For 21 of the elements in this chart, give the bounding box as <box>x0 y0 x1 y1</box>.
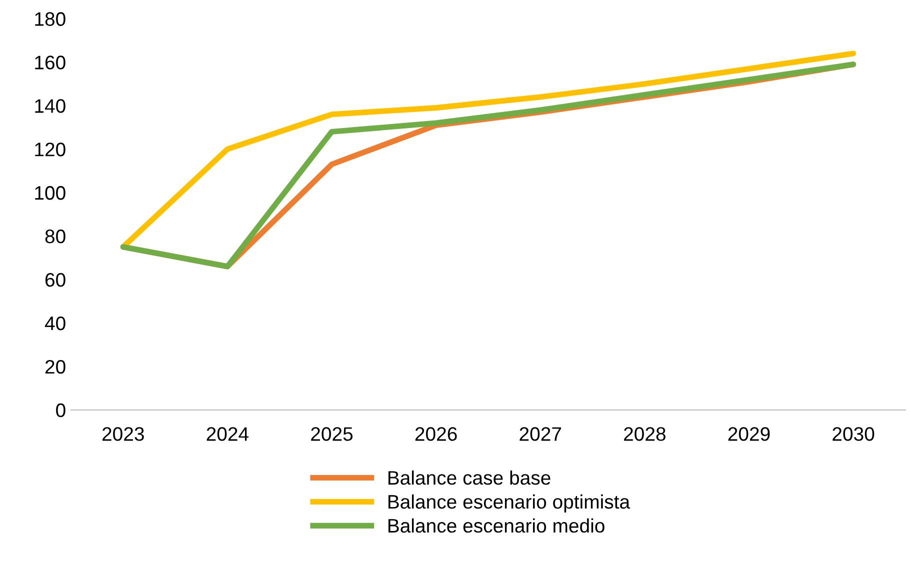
y-tick-label: 160 <box>35 56 66 70</box>
y-tick-label: 180 <box>35 12 66 26</box>
x-tick-label: 2023 <box>102 427 144 441</box>
y-tick-label: 40 <box>44 316 66 330</box>
legend-label: Balance escenario optimista <box>388 494 630 513</box>
x-tick-label: 2029 <box>728 427 770 441</box>
legend-label: Balance case base <box>388 470 550 485</box>
y-tick-label: 60 <box>45 273 66 287</box>
x-tick-label: 2027 <box>520 427 562 441</box>
x-tick-label: 2024 <box>206 427 249 441</box>
x-tick-label: 2028 <box>624 427 666 441</box>
x-tick-label: 2025 <box>311 427 353 441</box>
x-tick-label: 2026 <box>415 427 457 441</box>
y-tick-label: 80 <box>45 230 66 244</box>
y-tick-label: 120 <box>35 142 66 156</box>
x-tick-label: 2030 <box>832 427 874 441</box>
y-tick-label: 0 <box>56 403 66 418</box>
y-tick-label: 20 <box>45 360 66 374</box>
y-tick-label: 100 <box>35 186 66 200</box>
y-tick-label: 140 <box>35 99 66 113</box>
legend-label: Balance escenario medio <box>388 518 604 533</box>
